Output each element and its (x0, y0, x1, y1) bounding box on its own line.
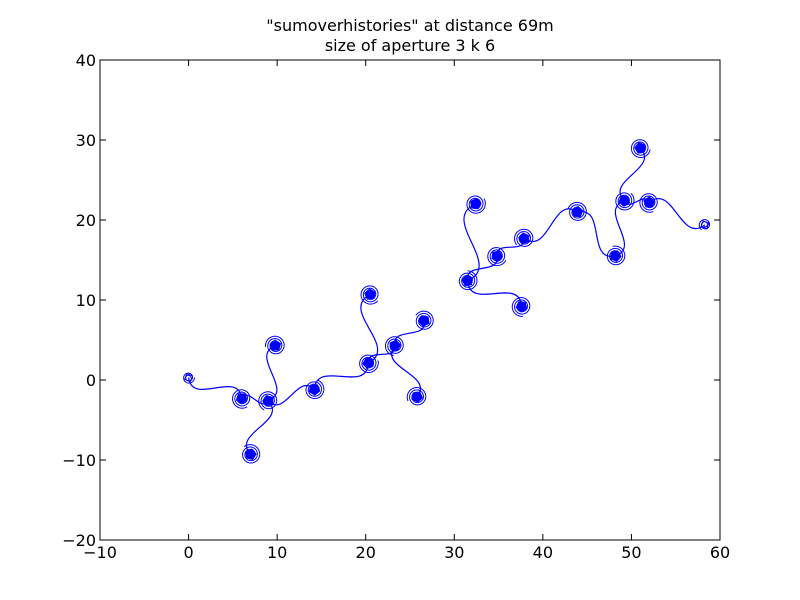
spiral-2 (258, 391, 278, 411)
x-tick-label: 0 (183, 543, 193, 562)
spiral-21 (698, 219, 711, 231)
spiral-17 (606, 245, 626, 266)
spiral-core (470, 197, 482, 210)
spiral-11 (458, 270, 478, 291)
connecting-curve (466, 255, 498, 281)
connecting-curve (187, 377, 243, 399)
y-tick-label: −20 (62, 531, 96, 550)
spiral-core (618, 195, 631, 207)
spiral-core (518, 232, 530, 244)
y-tick-label: 20 (76, 211, 96, 230)
spiral-core (571, 205, 584, 218)
spiral-end-square (184, 373, 194, 383)
x-tick-label: 20 (356, 543, 376, 562)
spiral-4 (242, 444, 261, 464)
spiral-core (418, 315, 430, 327)
y-tick-label: 0 (86, 371, 96, 390)
spiral-8 (384, 336, 404, 356)
spiral-core (491, 250, 503, 263)
spiral-20 (639, 193, 658, 213)
chart-title-line-2: size of aperture 3 k 6 (325, 36, 495, 55)
spiral-core (389, 339, 402, 352)
spiral-core (308, 384, 321, 396)
spiral-13 (487, 247, 507, 267)
spiral-1 (231, 389, 251, 409)
spiral-7 (360, 285, 379, 305)
spiral-15 (514, 228, 534, 247)
spiral-6 (359, 354, 379, 374)
chart-title-line-1: "sumoverhistories" at distance 69m (266, 16, 553, 35)
spiral-12 (466, 195, 486, 214)
spiral-19 (630, 139, 651, 158)
connecting-curve (463, 203, 480, 282)
spiral-core (262, 395, 274, 407)
y-tick-label: 10 (76, 291, 96, 310)
spiral-10 (415, 310, 434, 330)
y-tick-label: 40 (76, 51, 96, 70)
spiral-18 (615, 192, 635, 211)
spiral-core (461, 274, 474, 287)
connecting-curve (466, 280, 523, 307)
plot-frame (99, 59, 721, 541)
spiral-core (362, 357, 374, 370)
spiral-16 (567, 201, 587, 221)
spiral-core (269, 339, 282, 351)
spiral-core (610, 250, 622, 262)
connecting-curve (266, 345, 278, 402)
spiral-core (643, 196, 656, 208)
spiral-loop (698, 219, 711, 231)
spiral-9 (406, 387, 427, 406)
spiral-core (634, 142, 646, 154)
plot-content (183, 139, 711, 464)
x-tick-label: 60 (710, 543, 730, 562)
x-tick-label: 10 (267, 543, 287, 562)
x-tick-label: 40 (533, 543, 553, 562)
spiral-0 (183, 372, 196, 384)
spiral-14 (511, 297, 531, 317)
connecting-curve (360, 293, 379, 364)
y-tick-label: 30 (76, 131, 96, 150)
x-tick-label: −10 (83, 543, 117, 562)
spiral-core (364, 288, 376, 300)
y-tick-label: −10 (62, 451, 96, 470)
y-axis: −20 −10 0 10 20 30 40 (62, 51, 720, 550)
spiral-loop (183, 372, 196, 384)
spiral-core (411, 391, 424, 403)
x-axis: −10 0 10 20 30 40 50 60 (83, 60, 730, 562)
x-tick-label: 50 (621, 543, 641, 562)
spiral-3 (264, 335, 285, 355)
x-tick-label: 30 (444, 543, 464, 562)
spiral-5 (305, 379, 325, 400)
spiral-core (245, 448, 257, 461)
spiral-end-square (700, 220, 710, 230)
spiral-core (515, 301, 528, 313)
spiral-core (235, 393, 248, 405)
